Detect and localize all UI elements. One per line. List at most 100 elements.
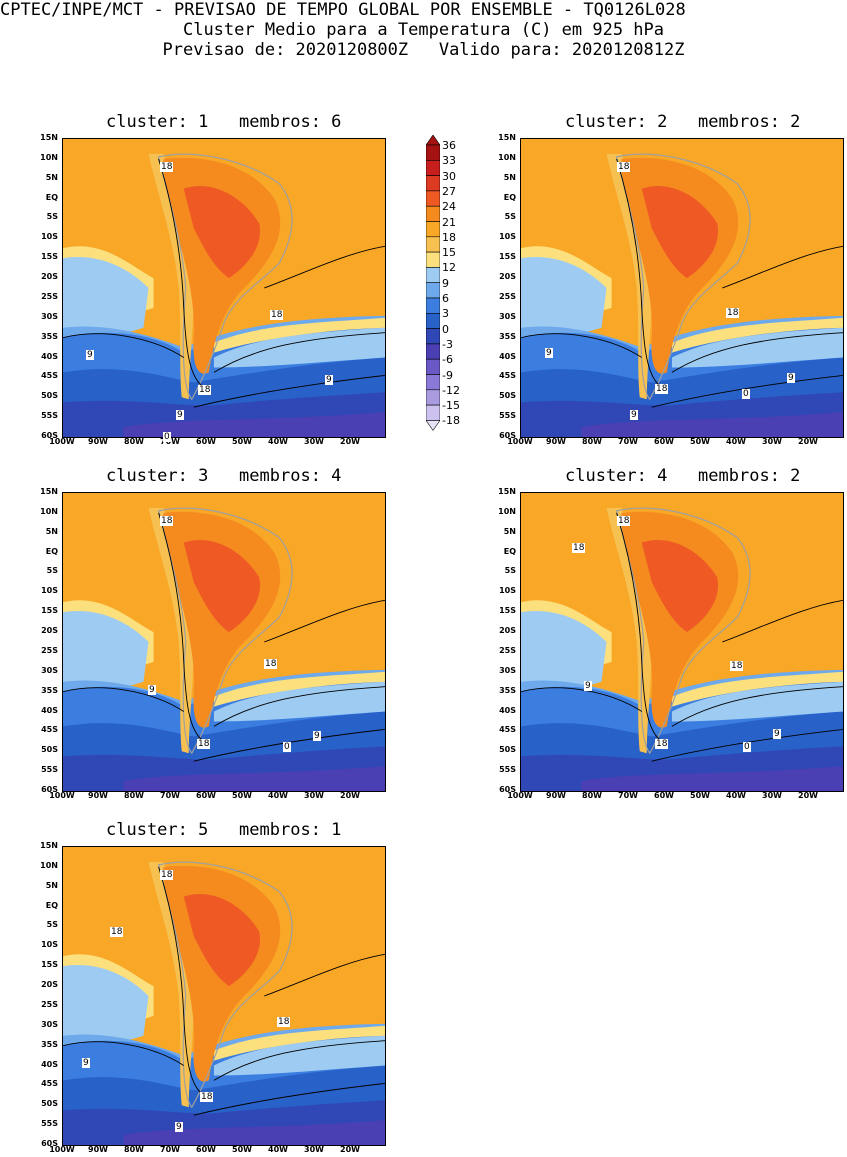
lat-tick-label: 40S (41, 351, 58, 361)
colorbar-tick-label: 24 (442, 200, 456, 214)
panel-title: cluster: 5 membros: 1 (106, 820, 342, 840)
lat-tick-label: EQ (45, 900, 58, 910)
contour-label: 18 (726, 308, 740, 318)
lat-tick-label: 10S (41, 232, 58, 242)
lat-tick-label: 55S (499, 765, 516, 775)
lat-tick-label: EQ (45, 546, 58, 556)
colorbar-swatch (425, 251, 441, 268)
colorbar-swatch (425, 313, 441, 329)
colorbar-tick-label: 18 (442, 230, 456, 244)
lat-tick-label: 35S (41, 331, 58, 341)
lat-tick-label: 45S (499, 371, 516, 381)
colorbar-swatches (425, 134, 441, 431)
lat-tick-label: 5S (504, 566, 516, 576)
contour-label: 18 (655, 384, 669, 394)
lon-tick-label: 70W (160, 791, 180, 800)
lat-tick-label: 10S (41, 586, 58, 596)
lat-tick-label: 30S (41, 665, 58, 675)
lon-tick-label: 100W (49, 1145, 75, 1154)
lat-tick-label: 5N (45, 526, 58, 536)
contour-label: 0 (163, 432, 171, 442)
lat-tick-label: 10N (40, 860, 58, 870)
panel-title: cluster: 1 membros: 6 (106, 112, 342, 132)
panel-title: cluster: 2 membros: 2 (565, 112, 801, 132)
contour-label: 18 (197, 739, 211, 749)
lat-tick-label: 35S (499, 685, 516, 695)
lat-tick-label: 10N (40, 152, 58, 162)
contour-label: 18 (270, 310, 284, 320)
lon-tick-label: 30W (762, 437, 782, 446)
contour-label: 9 (176, 410, 184, 420)
colorbar-tick-label: 12 (442, 261, 456, 275)
panel-title: cluster: 3 membros: 4 (106, 466, 342, 486)
lat-tick-label: EQ (503, 546, 516, 556)
lon-tick-label: 60W (196, 437, 216, 446)
temperature-map (62, 846, 386, 1146)
lat-tick-label: 40S (41, 705, 58, 715)
lon-tick-label: 30W (304, 437, 324, 446)
lat-tick-label: 15N (40, 487, 58, 496)
lon-tick-label: 50W (232, 1145, 252, 1154)
colorbar-tick-label: -18 (442, 414, 460, 428)
contour-label: 9 (584, 681, 592, 691)
colorbar-tick-label: 21 (442, 215, 456, 229)
lon-tick-label: 90W (88, 437, 108, 446)
lat-tick-label: 5N (503, 526, 516, 536)
colorbar-tick-label: -15 (442, 399, 460, 413)
colorbar-swatch (425, 404, 441, 421)
figure-header: CPTEC/INPE/MCT - PREVISAO DE TEMPO GLOBA… (0, 0, 847, 60)
lon-tick-label: 40W (268, 1145, 288, 1154)
lat-tick-label: 15N (40, 841, 58, 850)
contour-label: 18 (160, 516, 174, 526)
lon-tick-label: 100W (507, 791, 533, 800)
contour-label: 9 (787, 373, 795, 383)
lat-tick-label: 15N (498, 487, 516, 496)
lat-tick-label: 45S (41, 371, 58, 381)
lat-tick-label: 50S (41, 1099, 58, 1109)
lat-tick-label: 50S (41, 391, 58, 401)
lon-tick-label: 80W (124, 1145, 144, 1154)
lon-tick-label: 80W (124, 437, 144, 446)
lon-tick-label: 50W (690, 791, 710, 800)
contour-label: 0 (743, 742, 751, 752)
colorbar-swatch (425, 358, 441, 375)
lat-tick-label: 55S (41, 411, 58, 421)
contour-label: 18 (655, 739, 669, 749)
contour-label: 9 (773, 729, 781, 739)
lon-tick-label: 60W (654, 791, 674, 800)
lat-tick-label: 10N (498, 506, 516, 516)
lat-tick-label: 15S (41, 606, 58, 616)
lat-tick-label: 25S (41, 645, 58, 655)
lat-tick-label: 40S (41, 1059, 58, 1069)
lat-tick-label: 5N (503, 172, 516, 182)
header-line-2: Cluster Medio para a Temperatura (C) em … (182, 20, 665, 40)
lat-tick-label: 25S (41, 999, 58, 1009)
lon-tick-label: 20W (798, 791, 818, 800)
lon-tick-label: 90W (546, 791, 566, 800)
contour-label: 18 (200, 1092, 214, 1102)
lat-tick-label: 15S (499, 606, 516, 616)
lon-tick-label: 100W (507, 437, 533, 446)
colorbar-swatch (425, 190, 441, 207)
contour-label: 18 (198, 385, 212, 395)
colorbar-tick-label: 3 (442, 307, 449, 321)
lat-tick-label: 30S (499, 311, 516, 321)
contour-label: 18 (277, 1017, 291, 1027)
lat-tick-label: 60S (499, 785, 516, 794)
lat-tick-label: 45S (499, 725, 516, 735)
lat-tick-label: 40S (499, 705, 516, 715)
lat-tick-label: 30S (41, 1019, 58, 1029)
lat-tick-label: 50S (41, 745, 58, 755)
lat-tick-label: 20S (499, 272, 516, 282)
colorbar-swatch (425, 205, 441, 222)
lon-tick-label: 90W (546, 437, 566, 446)
colorbar-tick-label: 0 (442, 322, 449, 336)
lat-tick-label: 30S (499, 665, 516, 675)
lon-tick-label: 20W (340, 437, 360, 446)
colorbar-swatch (425, 221, 441, 238)
lat-tick-label: 35S (499, 331, 516, 341)
lat-tick-label: 50S (499, 391, 516, 401)
colorbar-bottom-arrow (425, 420, 441, 431)
lat-tick-label: 60S (499, 431, 516, 440)
lat-tick-label: 45S (41, 1079, 58, 1089)
